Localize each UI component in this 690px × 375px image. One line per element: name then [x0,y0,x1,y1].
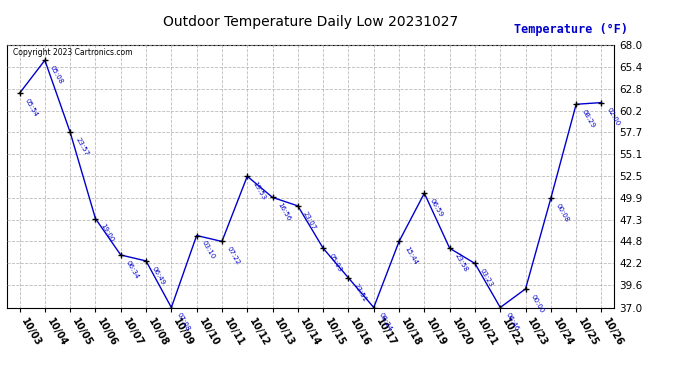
Text: 07:22: 07:22 [226,246,242,266]
Text: 05:08: 05:08 [49,64,64,85]
Text: 06:34: 06:34 [125,259,140,280]
Text: 08:29: 08:29 [580,108,595,129]
Text: 03:23: 03:23 [479,268,495,288]
Text: 08:24: 08:24 [378,312,393,332]
Text: 06:59: 06:59 [428,197,444,218]
Text: 02:00: 02:00 [606,107,621,127]
Text: 16:56: 16:56 [277,202,292,222]
Text: 07:08: 07:08 [175,312,191,332]
Text: 19:53: 19:53 [251,180,267,201]
Text: 19:00: 19:00 [99,223,115,243]
Text: 15:44: 15:44 [403,246,418,266]
Text: Copyright 2023 Cartronics.com: Copyright 2023 Cartronics.com [13,48,132,57]
Text: Temperature (°F): Temperature (°F) [514,22,628,36]
Text: 06:46: 06:46 [504,312,520,332]
Text: 23:57: 23:57 [75,136,90,157]
Text: 05:54: 05:54 [23,98,39,118]
Text: 06:49: 06:49 [150,265,166,286]
Text: 00:08: 00:08 [555,202,571,223]
Text: 23:58: 23:58 [454,252,469,273]
Text: 05:03: 05:03 [327,252,343,273]
Text: 23:51: 23:51 [353,282,368,303]
Text: 00:00: 00:00 [530,293,545,314]
Text: 03:10: 03:10 [201,240,216,260]
Text: 23:07: 23:07 [302,210,317,231]
Text: Outdoor Temperature Daily Low 20231027: Outdoor Temperature Daily Low 20231027 [163,15,458,29]
